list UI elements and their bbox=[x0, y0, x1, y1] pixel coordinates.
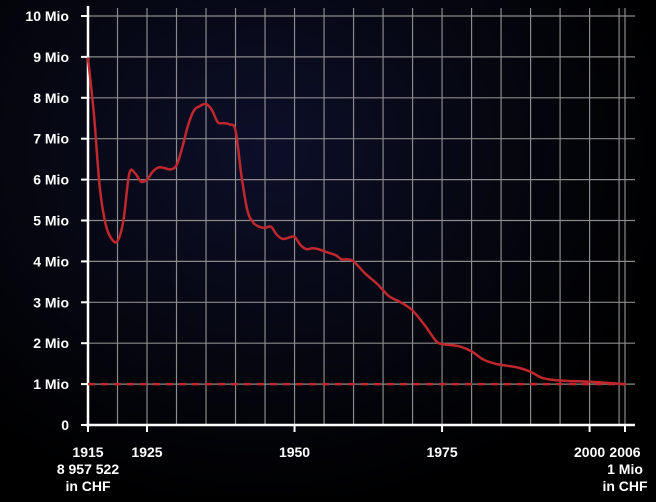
data-point bbox=[612, 382, 614, 384]
x-tick-label: 2000 bbox=[574, 444, 605, 460]
data-point bbox=[335, 254, 337, 256]
data-point bbox=[117, 240, 119, 242]
data-point bbox=[158, 166, 160, 168]
data-point bbox=[134, 173, 136, 175]
data-point bbox=[93, 113, 95, 115]
x-tick-label: 8 957 522 bbox=[57, 461, 119, 477]
y-tick-label: 10 Mio bbox=[25, 8, 69, 24]
y-tick-label: 2 Mio bbox=[33, 335, 69, 351]
y-tick-label: 7 Mio bbox=[33, 131, 69, 147]
data-point bbox=[229, 123, 231, 125]
data-point bbox=[264, 227, 266, 229]
y-tick-label: 0 bbox=[61, 417, 69, 433]
data-point bbox=[400, 301, 402, 303]
data-point bbox=[471, 350, 473, 352]
data-point bbox=[589, 381, 591, 383]
data-point bbox=[152, 171, 154, 173]
data-point bbox=[347, 258, 349, 260]
data-point bbox=[435, 340, 437, 342]
data-point bbox=[170, 168, 172, 170]
y-axis-ticks: 0 1 Mio 2 Mio 3 Mio 4 Mio 5 Mio 6 Mio 7 Mio 8 Mi… bbox=[25, 8, 88, 433]
y-tick-label: 6 Mio bbox=[33, 172, 69, 188]
data-point bbox=[205, 103, 207, 105]
data-point bbox=[530, 371, 532, 373]
data-point bbox=[187, 123, 189, 125]
data-point bbox=[329, 252, 331, 254]
data-point bbox=[294, 236, 296, 238]
data-point bbox=[140, 181, 142, 183]
data-point bbox=[241, 175, 243, 177]
data-point bbox=[353, 261, 355, 263]
data-point bbox=[482, 359, 484, 361]
data-point bbox=[553, 379, 555, 381]
y-tick-label: 3 Mio bbox=[33, 294, 69, 310]
data-point bbox=[494, 363, 496, 365]
x-tick-label: 1975 bbox=[426, 444, 457, 460]
data-point bbox=[193, 109, 195, 111]
data-point bbox=[600, 382, 602, 384]
data-point bbox=[288, 237, 290, 239]
x-tick-label: 1925 bbox=[131, 444, 162, 460]
data-point bbox=[565, 380, 567, 382]
y-tick-label: 4 Mio bbox=[33, 253, 69, 269]
data-point bbox=[217, 121, 219, 123]
y-tick-label: 5 Mio bbox=[33, 213, 69, 229]
x-tick-label: 2006 bbox=[609, 444, 640, 460]
data-point bbox=[235, 130, 237, 132]
y-tick-label: 1 Mio bbox=[33, 376, 69, 392]
data-point bbox=[323, 250, 325, 252]
data-point bbox=[87, 58, 89, 60]
data-point bbox=[376, 283, 378, 285]
data-point bbox=[300, 244, 302, 246]
data-point bbox=[211, 109, 213, 111]
data-point bbox=[364, 273, 366, 275]
x-tick-label: in CHF bbox=[65, 478, 111, 494]
data-point bbox=[105, 224, 107, 226]
x-tick-label: in CHF bbox=[602, 478, 648, 494]
data-point bbox=[423, 324, 425, 326]
axes bbox=[86, 6, 635, 427]
data-point bbox=[99, 187, 101, 189]
data-point bbox=[541, 377, 543, 379]
y-tick-label: 9 Mio bbox=[33, 49, 69, 65]
data-point bbox=[270, 226, 272, 228]
series-group bbox=[86, 57, 627, 386]
data-point bbox=[388, 295, 390, 297]
data-point bbox=[146, 179, 148, 181]
data-point bbox=[182, 146, 184, 148]
data-point bbox=[111, 238, 113, 240]
data-point bbox=[447, 344, 449, 346]
series-line bbox=[86, 57, 627, 386]
data-point bbox=[518, 367, 520, 369]
data-point bbox=[311, 247, 313, 249]
data-point bbox=[577, 380, 579, 382]
data-point bbox=[282, 238, 284, 240]
data-point bbox=[412, 310, 414, 312]
x-tick-label: 1915 bbox=[72, 444, 103, 460]
data-point bbox=[276, 234, 278, 236]
data-point bbox=[624, 383, 626, 385]
x-tick-label: 1 Mio bbox=[607, 461, 643, 477]
data-point bbox=[317, 248, 319, 250]
data-point bbox=[176, 164, 178, 166]
data-point bbox=[258, 226, 260, 228]
data-point bbox=[199, 105, 201, 107]
data-point bbox=[305, 248, 307, 250]
y-tick-label: 8 Mio bbox=[33, 90, 69, 106]
data-point bbox=[164, 167, 166, 169]
data-point bbox=[459, 346, 461, 348]
data-point bbox=[123, 220, 125, 222]
data-point bbox=[246, 209, 248, 211]
data-point bbox=[223, 122, 225, 124]
data-point bbox=[441, 343, 443, 345]
data-point bbox=[128, 173, 130, 175]
data-point bbox=[506, 365, 508, 367]
x-tick-label: 1950 bbox=[279, 444, 310, 460]
data-point bbox=[341, 258, 343, 260]
data-point bbox=[252, 222, 254, 224]
grid bbox=[87, 8, 635, 425]
